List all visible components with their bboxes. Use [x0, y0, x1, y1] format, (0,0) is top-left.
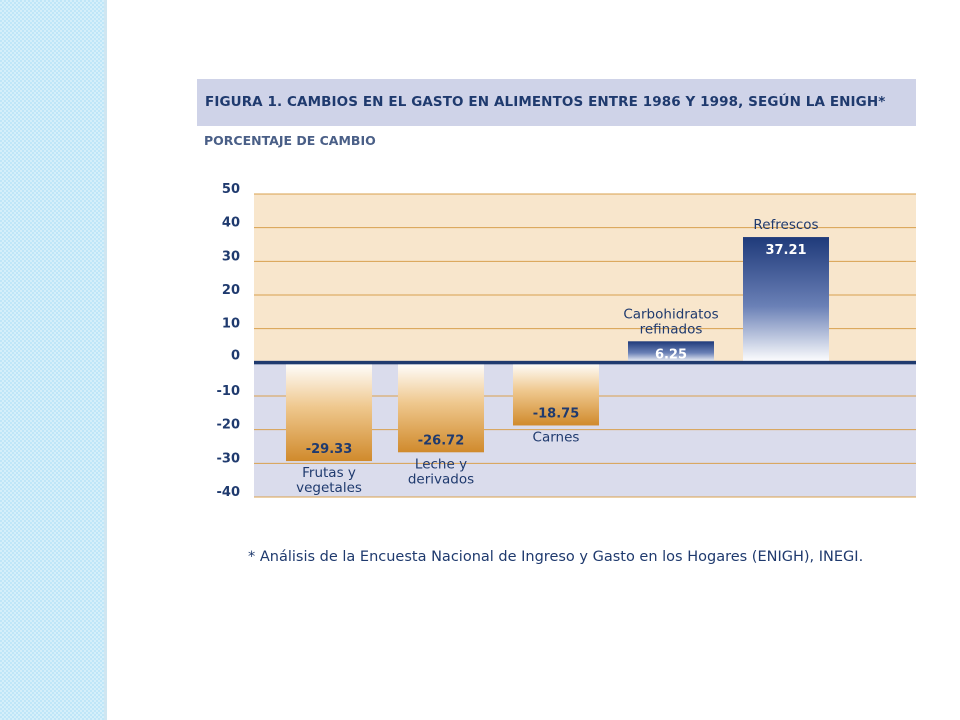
- y-tick-label: -30: [217, 451, 241, 466]
- y-tick-label: 20: [222, 283, 240, 298]
- y-tick-label: 0: [231, 348, 240, 363]
- bar: [513, 362, 599, 426]
- y-tick-label: 40: [222, 216, 240, 231]
- category-label: Carbohidratos: [623, 306, 718, 322]
- category-label: derivados: [408, 471, 474, 487]
- category-label: refinados: [640, 321, 703, 337]
- side-decoration-strip: [0, 0, 104, 720]
- zero-baseline: [254, 360, 916, 365]
- bar: [628, 341, 714, 363]
- bar: [743, 237, 829, 363]
- y-tick-label: -40: [217, 485, 241, 500]
- bar: [398, 362, 484, 453]
- y-tick-label: 30: [222, 249, 240, 264]
- value-label: -26.72: [418, 433, 465, 448]
- side-decoration-edge: [104, 0, 107, 720]
- figure-title: FIGURA 1. CAMBIOS EN EL GASTO EN ALIMENT…: [205, 94, 886, 110]
- y-tick-label: 10: [222, 317, 240, 332]
- y-tick-label: -20: [217, 418, 241, 433]
- value-label: 6.25: [655, 347, 687, 362]
- value-label: -29.33: [306, 442, 353, 457]
- category-label: Refrescos: [753, 217, 818, 233]
- figure-subtitle: PORCENTAJE DE CAMBIO: [204, 133, 376, 148]
- value-label: 37.21: [765, 243, 806, 258]
- category-label: Leche y: [415, 456, 467, 472]
- category-label: vegetales: [296, 480, 362, 496]
- figure-footnote: * Análisis de la Encuesta Nacional de In…: [248, 549, 864, 565]
- value-label: -18.75: [533, 406, 580, 421]
- bar: [286, 362, 372, 462]
- y-tick-label: -10: [217, 384, 241, 399]
- category-label: Frutas y: [302, 465, 356, 481]
- category-label: Carnes: [533, 429, 580, 445]
- figure-header: FIGURA 1. CAMBIOS EN EL GASTO EN ALIMENT…: [197, 79, 916, 126]
- y-tick-label: 50: [222, 182, 240, 197]
